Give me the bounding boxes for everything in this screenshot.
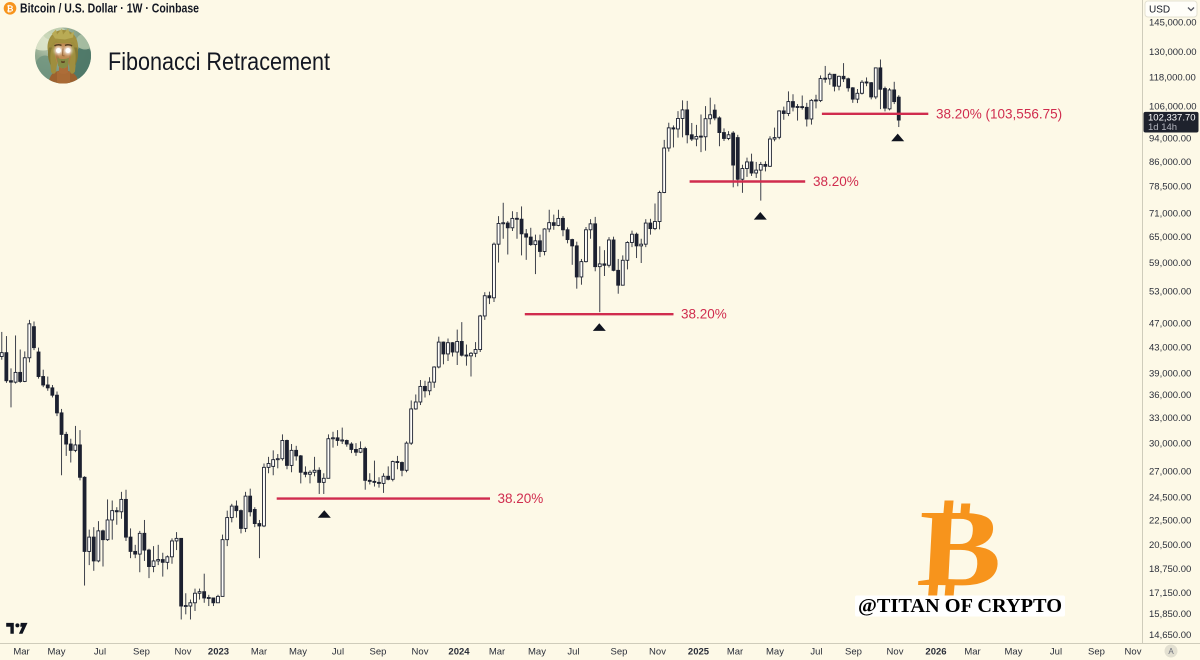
svg-text:Jul: Jul	[1050, 647, 1062, 658]
svg-text:2026: 2026	[925, 647, 946, 658]
svg-text:May: May	[528, 647, 546, 658]
svg-text:Mar: Mar	[13, 647, 29, 658]
svg-text:Nov: Nov	[887, 647, 904, 658]
svg-text:30,000.00: 30,000.00	[1149, 438, 1191, 449]
svg-text:2024: 2024	[448, 647, 470, 658]
svg-text:Nov: Nov	[649, 647, 666, 658]
svg-text:53,000.00: 53,000.00	[1149, 287, 1191, 298]
svg-text:102,337.70: 102,337.70	[1148, 112, 1196, 123]
svg-text:15,850.00: 15,850.00	[1149, 609, 1191, 620]
svg-text:Mar: Mar	[964, 647, 980, 658]
svg-text:Nov: Nov	[175, 647, 192, 658]
svg-text:Mar: Mar	[489, 647, 505, 658]
svg-text:65,000.00: 65,000.00	[1149, 232, 1191, 243]
svg-text:May: May	[766, 647, 784, 658]
svg-text:Jul: Jul	[332, 647, 344, 658]
svg-text:27,000.00: 27,000.00	[1149, 467, 1191, 478]
svg-text:38.20%: 38.20%	[498, 491, 544, 506]
svg-text:2025: 2025	[688, 647, 710, 658]
svg-text:145,000.00: 145,000.00	[1149, 18, 1197, 29]
svg-text:B: B	[915, 487, 1005, 609]
svg-text:Sep: Sep	[611, 647, 628, 658]
svg-text:Jul: Jul	[94, 647, 106, 658]
svg-text:36,000.00: 36,000.00	[1149, 390, 1191, 401]
svg-text:May: May	[289, 647, 307, 658]
svg-text:Bitcoin / U.S. Dollar · 1W · C: Bitcoin / U.S. Dollar · 1W · Coinbase	[20, 2, 199, 16]
svg-text:Jul: Jul	[810, 647, 822, 658]
svg-text:118,000.00: 118,000.00	[1149, 73, 1196, 84]
svg-text:78,500.00: 78,500.00	[1149, 182, 1191, 193]
svg-text:22,500.00: 22,500.00	[1149, 515, 1191, 526]
svg-text:106,000.00: 106,000.00	[1149, 101, 1197, 112]
svg-text:USD: USD	[1149, 5, 1170, 16]
svg-text:Sep: Sep	[370, 647, 387, 658]
svg-text:38.20%: 38.20%	[813, 174, 859, 189]
svg-text:33,000.00: 33,000.00	[1149, 413, 1191, 424]
svg-text:Nov: Nov	[412, 647, 429, 658]
svg-text:Fibonacci Retracement: Fibonacci Retracement	[108, 48, 330, 76]
svg-text:59,000.00: 59,000.00	[1149, 258, 1191, 269]
svg-text:₿: ₿	[7, 3, 14, 13]
svg-text:Mar: Mar	[727, 647, 743, 658]
svg-text:38.20%: 38.20%	[681, 307, 727, 322]
svg-text:Nov: Nov	[1125, 647, 1142, 658]
svg-text:1d 14h: 1d 14h	[1148, 122, 1177, 133]
svg-text:May: May	[1005, 647, 1023, 658]
svg-text:43,000.00: 43,000.00	[1149, 342, 1191, 353]
svg-text:Sep: Sep	[845, 647, 862, 658]
svg-text:71,000.00: 71,000.00	[1149, 208, 1191, 219]
svg-text:20,500.00: 20,500.00	[1149, 540, 1191, 551]
svg-text:17,150.00: 17,150.00	[1149, 588, 1191, 599]
svg-text:18,750.00: 18,750.00	[1149, 564, 1191, 575]
svg-text:May: May	[48, 647, 66, 658]
svg-text:Jul: Jul	[567, 647, 579, 658]
svg-text:A: A	[1168, 647, 1174, 656]
svg-text:86,000.00: 86,000.00	[1149, 157, 1191, 168]
svg-text:94,000.00: 94,000.00	[1149, 134, 1191, 145]
svg-text:14,650.00: 14,650.00	[1149, 630, 1191, 641]
svg-text:38.20% (103,556.75): 38.20% (103,556.75)	[936, 106, 1062, 121]
svg-text:Sep: Sep	[133, 647, 150, 658]
svg-text:47,000.00: 47,000.00	[1149, 319, 1191, 330]
svg-text:39,000.00: 39,000.00	[1149, 368, 1191, 379]
svg-text:@TITAN OF CRYPTO: @TITAN OF CRYPTO	[858, 596, 1062, 617]
svg-text:130,000.00: 130,000.00	[1149, 47, 1197, 58]
svg-text:Mar: Mar	[251, 647, 267, 658]
svg-text:Sep: Sep	[1088, 647, 1105, 658]
svg-text:2023: 2023	[208, 647, 229, 658]
svg-text:24,500.00: 24,500.00	[1149, 493, 1191, 504]
